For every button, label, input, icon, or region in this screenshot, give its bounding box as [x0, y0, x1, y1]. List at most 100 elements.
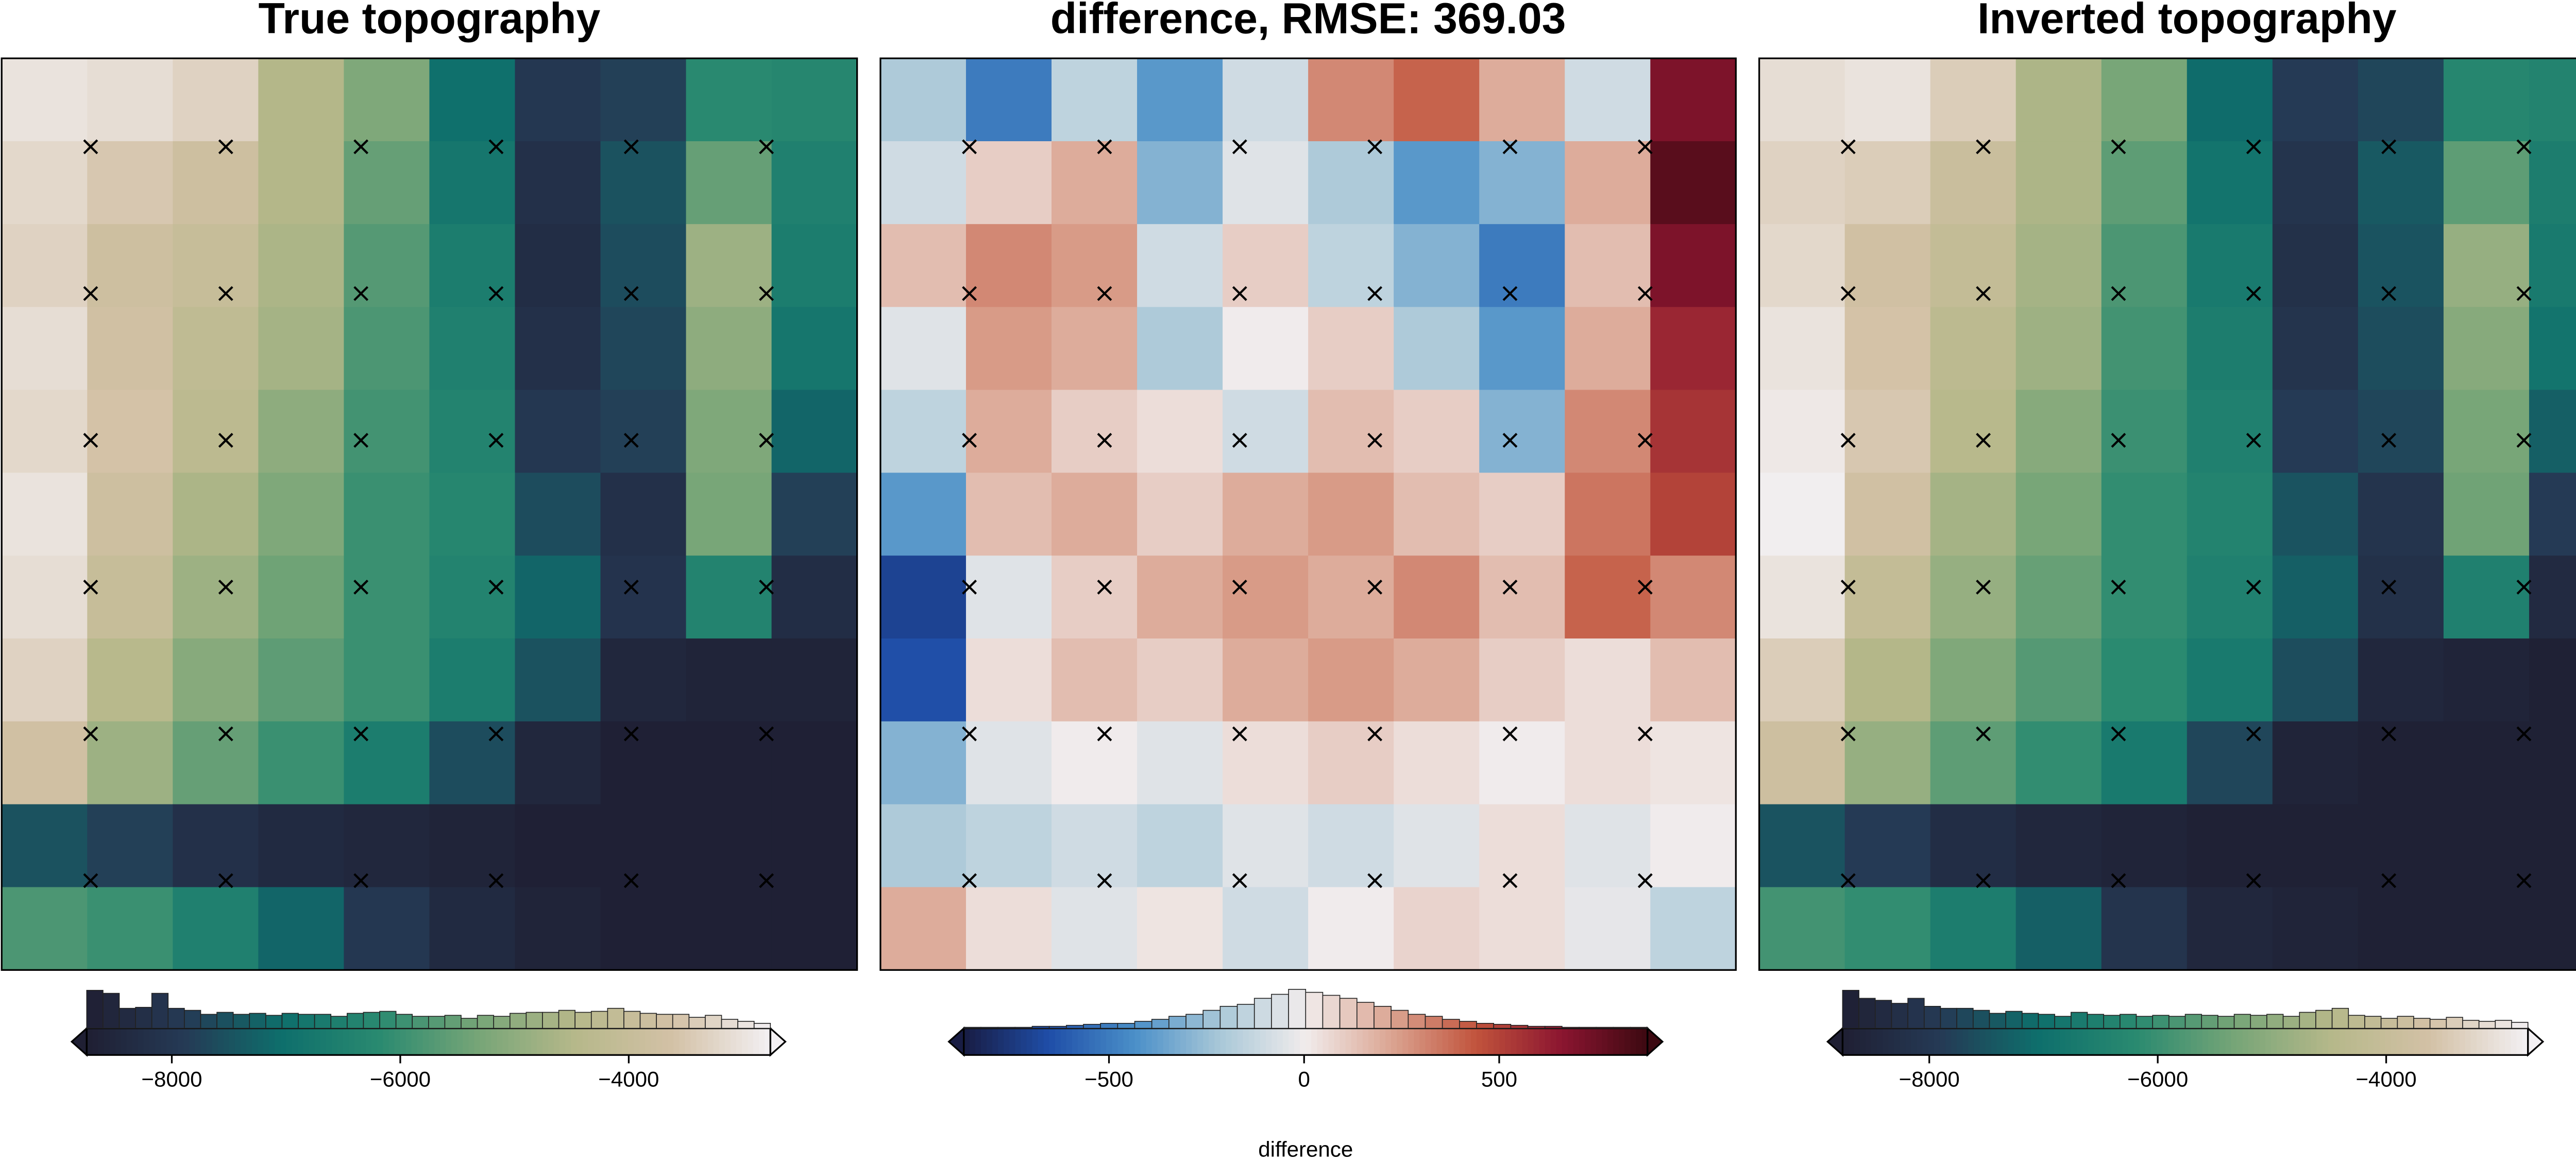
grid-cell — [2358, 887, 2444, 971]
colorbar-swatch — [2099, 1028, 2106, 1055]
station-marker — [1637, 579, 1653, 595]
grid-cell — [2272, 307, 2359, 391]
colorbar-swatch — [1636, 1028, 1642, 1055]
histogram-bar — [2299, 1012, 2316, 1029]
colorbar-swatch — [2219, 1028, 2226, 1055]
grid-cell — [2187, 638, 2273, 722]
station-marker — [1367, 726, 1383, 742]
colorbar-swatch — [1362, 1028, 1369, 1055]
colorbar-swatch — [1911, 1028, 1918, 1055]
histogram-bar — [2005, 1011, 2023, 1029]
colorbar-swatch — [502, 1028, 509, 1055]
colorbar-swatch — [554, 1028, 561, 1055]
station-marker — [2381, 286, 2397, 301]
grid-cell — [771, 804, 858, 888]
colorbar-swatch — [1573, 1028, 1580, 1055]
colorbar-swatch — [1106, 1028, 1113, 1055]
histogram-bar — [167, 1007, 185, 1029]
histogram-bar — [1544, 1025, 1563, 1029]
colorbar-swatch — [240, 1028, 247, 1055]
grid-cell — [2187, 307, 2273, 391]
grid-cell — [1930, 721, 2016, 805]
grid-cell — [1759, 804, 1845, 888]
histogram-bar — [2152, 1015, 2170, 1029]
station-marker — [1097, 579, 1112, 595]
station-marker — [1232, 873, 1247, 888]
colorbar-swatch — [1197, 1028, 1204, 1055]
colorbar-swatch — [434, 1028, 440, 1055]
colorbar-swatch — [1254, 1028, 1261, 1055]
grid-cell — [2101, 556, 2188, 639]
colorbar-swatch — [1174, 1028, 1181, 1055]
colorbar-swatch — [1089, 1028, 1096, 1055]
station-marker — [2246, 726, 2261, 742]
colorbar-swatch — [963, 1028, 970, 1055]
grid-cell — [1759, 473, 1845, 557]
grid-cell — [2272, 887, 2359, 971]
station-marker — [759, 286, 774, 301]
colorbar-swatch — [730, 1028, 737, 1055]
colorbar-swatch — [2054, 1028, 2060, 1055]
histogram-bar — [2168, 1016, 2186, 1029]
grid-cell — [1844, 58, 1931, 142]
grid-cell — [515, 390, 601, 474]
grid-cell — [1479, 141, 1566, 225]
colorbar-swatch — [229, 1028, 235, 1055]
panel-frame — [1, 57, 858, 971]
grid-cell — [1930, 58, 2016, 142]
colorbar-swatch — [1374, 1028, 1380, 1055]
grid-cell — [1479, 58, 1566, 142]
station-marker — [1367, 139, 1383, 155]
colorbar-swatch — [2151, 1028, 2158, 1055]
colorbar-swatch — [138, 1028, 144, 1055]
grid-cell — [1844, 887, 1931, 971]
grid-cell — [1394, 307, 1480, 391]
grid-cell — [429, 141, 516, 225]
grid-cell — [1844, 721, 1931, 805]
colorbar-swatch — [565, 1028, 572, 1055]
colorbar-extend-high — [769, 1026, 787, 1057]
histogram-bar — [118, 1007, 136, 1029]
station-marker — [2246, 139, 2261, 155]
colorbar-swatch — [1163, 1028, 1170, 1055]
colorbar-swatch — [1939, 1028, 1946, 1055]
colorbar-extend-low — [1826, 1026, 1844, 1057]
colorbar-swatch — [445, 1028, 452, 1055]
colorbar-swatch — [1883, 1028, 1889, 1055]
colorbar-swatch — [2465, 1028, 2471, 1055]
grid-cell — [771, 390, 858, 474]
colorbar-swatch — [405, 1028, 412, 1055]
colorbar-swatch — [531, 1028, 537, 1055]
colorbar-swatch — [679, 1028, 686, 1055]
colorbar-swatch — [1277, 1028, 1284, 1055]
grid-cell — [1650, 224, 1737, 308]
grid-cell — [2101, 58, 2188, 142]
colorbar-swatch — [2288, 1028, 2295, 1055]
colorbar-swatch — [178, 1028, 184, 1055]
colorbar-swatch — [2362, 1028, 2369, 1055]
station-marker — [1637, 726, 1653, 742]
colorbar-swatch — [104, 1028, 110, 1055]
histogram-bar — [2136, 1016, 2154, 1029]
station-marker — [1502, 139, 1518, 155]
colorbar-swatch — [1157, 1028, 1164, 1055]
grid-cell — [1759, 58, 1845, 142]
grid-cell — [1650, 556, 1737, 639]
colorbar-swatch — [286, 1028, 293, 1055]
colorbar-swatch — [1226, 1028, 1232, 1055]
grid-cell — [258, 721, 345, 805]
station-marker — [218, 433, 233, 448]
grid-cell — [2015, 141, 2102, 225]
grid-cell — [771, 224, 858, 308]
colorbar-swatch — [2396, 1028, 2403, 1055]
station-marker — [1840, 726, 1856, 742]
colorbar-swatch — [2385, 1028, 2392, 1055]
colorbar-swatch — [1436, 1028, 1443, 1055]
colorbar-swatch — [348, 1028, 355, 1055]
colorbar-swatch — [1186, 1028, 1193, 1055]
grid-cell — [1650, 307, 1737, 391]
colorbar-swatch — [1026, 1028, 1033, 1055]
colorbar-swatch — [2214, 1028, 2221, 1055]
histogram-bar — [542, 1012, 560, 1029]
grid-cell — [880, 58, 967, 142]
